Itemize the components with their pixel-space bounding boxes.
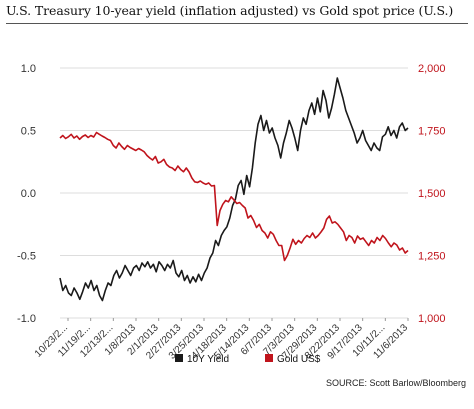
y-right-tick-label: 1,750	[418, 126, 446, 138]
legend-label: Gold US$	[277, 354, 321, 365]
y-right-tick-label: 2,000	[418, 63, 446, 75]
y-left-tick-label: 1.0	[21, 63, 36, 75]
y-left-tick-label: -0.5	[17, 251, 36, 263]
y-right-tick-label: 1,500	[418, 188, 446, 200]
title-divider	[6, 23, 468, 24]
y-right-tick-label: 1,000	[418, 313, 446, 325]
source-note: SOURCE: Scott Barlow/Bloomberg	[326, 378, 466, 388]
legend-swatch	[265, 354, 273, 362]
legend-swatch	[175, 354, 183, 362]
yield-series-line	[59, 77, 409, 302]
y-left-tick-label: 0.0	[21, 188, 36, 200]
y-left-tick-label: -1.0	[17, 313, 36, 325]
y-left-tick-label: 0.5	[21, 126, 36, 138]
gold-series-line	[59, 131, 409, 262]
chart-title: U.S. Treasury 10-year yield (inflation a…	[6, 3, 454, 18]
y-right-tick-label: 1,250	[418, 251, 446, 263]
legend-label: 10Y Yield	[187, 354, 229, 365]
